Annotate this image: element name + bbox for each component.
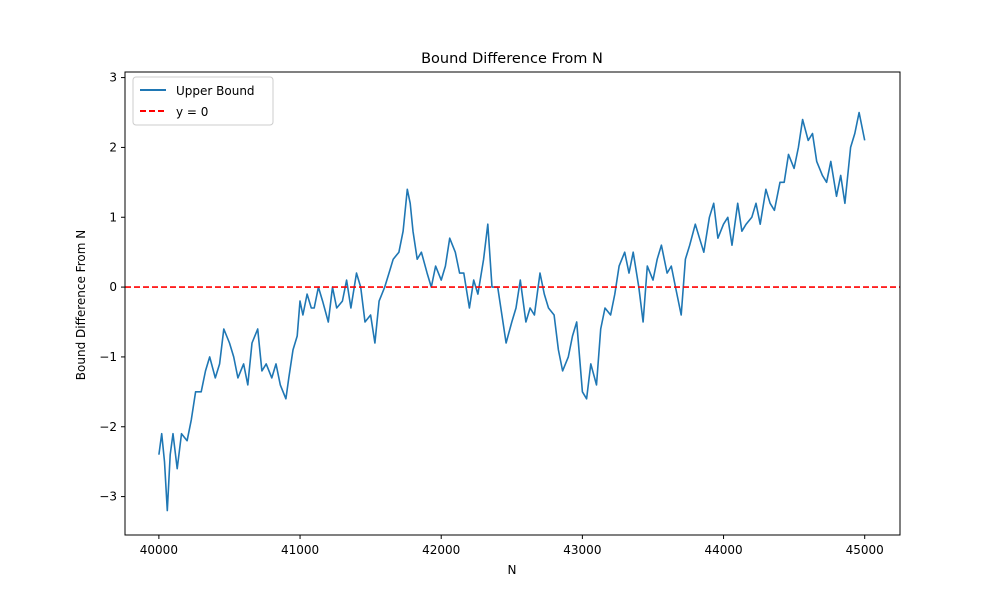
chart-title: Bound Difference From N <box>421 51 603 67</box>
x-axis-label: N <box>508 563 517 577</box>
y-tick-label: −3 <box>99 490 117 504</box>
x-tick-label: 45000 <box>846 543 884 557</box>
y-tick-label: 2 <box>109 140 117 154</box>
y-tick-label: 3 <box>109 71 117 85</box>
x-tick-label: 41000 <box>281 543 319 557</box>
y-tick-label: 1 <box>109 210 117 224</box>
x-tick-label: 43000 <box>563 543 601 557</box>
y-tick-label: 0 <box>109 280 117 294</box>
x-tick-label: 42000 <box>422 543 460 557</box>
y-tick-label: −2 <box>99 420 117 434</box>
legend: Upper Bound y = 0 <box>132 76 274 126</box>
legend-frame <box>132 76 274 126</box>
series-layer <box>125 111 900 512</box>
x-tick-label: 44000 <box>704 543 742 557</box>
legend-label-upper-bound: Upper Bound <box>176 84 255 98</box>
legend-label-y-zero: y = 0 <box>176 105 208 119</box>
axes-layer: 40000 41000 42000 43000 44000 45000 −3 −2 −1 0 1 2 3 <box>99 71 901 557</box>
plot-frame <box>124 71 901 536</box>
y-tick-label: −1 <box>99 350 117 364</box>
y-axis-label: Bound Difference From N <box>74 230 88 380</box>
series-line-upper-bound <box>158 111 866 512</box>
x-tick-label: 40000 <box>140 543 178 557</box>
